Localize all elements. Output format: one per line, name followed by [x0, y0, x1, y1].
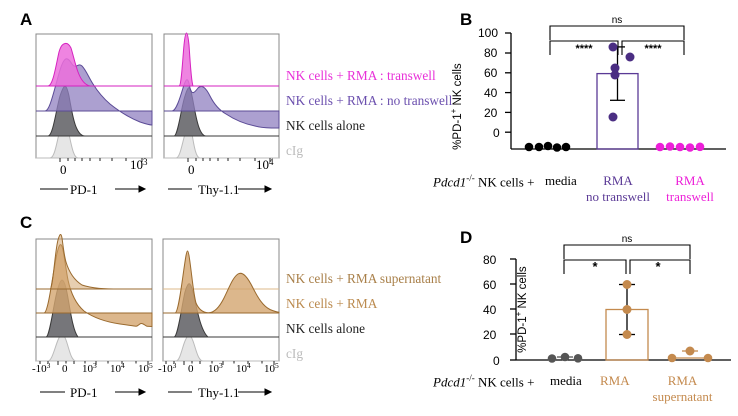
svg-text:ns: ns — [622, 234, 633, 245]
svg-text:*: * — [655, 259, 661, 274]
svg-text:*: * — [592, 259, 598, 274]
